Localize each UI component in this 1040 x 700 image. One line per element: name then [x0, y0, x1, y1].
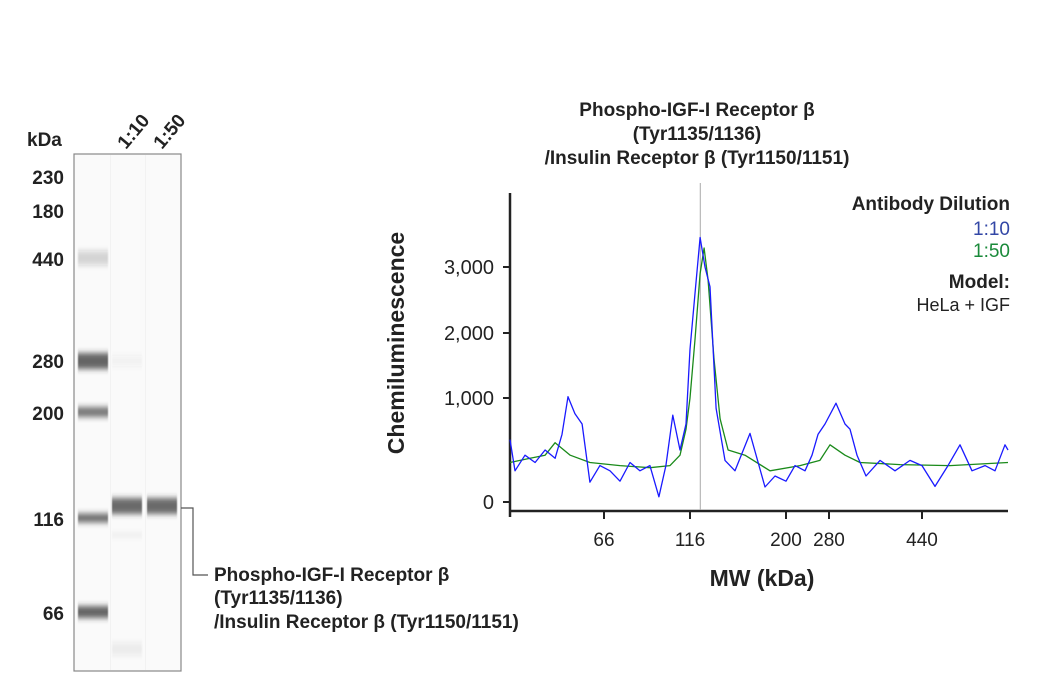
y-tick-label: 2,000: [444, 323, 494, 345]
y-axis-label: Chemiluminescence: [383, 232, 409, 454]
series-line-1-50: [509, 247, 1009, 472]
chart-panel: Phospho-IGF-I Receptor β (Tyr1135/1136) …: [383, 100, 1010, 591]
y-tick-label: 0: [483, 492, 494, 514]
legend-entry-1-50: 1:50: [973, 241, 1010, 262]
kda-label: kDa: [27, 130, 62, 151]
x-tick-label: 66: [593, 530, 614, 551]
blot-band: [78, 251, 108, 265]
y-tick-label: 3,000: [444, 257, 494, 279]
series-line-1-10: [509, 236, 1009, 498]
blot-band: [78, 513, 108, 523]
x-tick-label: 116: [675, 530, 705, 551]
blot-band: [112, 643, 142, 655]
blot-band: [78, 606, 108, 618]
annotation-connector: [181, 507, 208, 576]
annotation-line-3: /Insulin Receptor β (Tyr1150/1151): [214, 612, 519, 633]
marker-label-180: 180: [32, 202, 64, 223]
marker-label-116: 116: [33, 510, 64, 531]
blot-band: [78, 353, 108, 369]
legend-title: Antibody Dilution: [852, 194, 1010, 215]
blot-band: [78, 407, 108, 417]
marker-label-280: 280: [32, 352, 64, 373]
blot-band: [112, 498, 142, 514]
annotation-line-1: Phospho-IGF-I Receptor β: [214, 565, 449, 586]
x-tick-label: 280: [813, 530, 845, 551]
blot-band: [112, 533, 142, 537]
y-tick-label: 1,000: [444, 388, 494, 410]
marker-label-200: 200: [32, 404, 64, 425]
x-tick-label: 440: [906, 530, 938, 551]
marker-label-66: 66: [43, 604, 64, 625]
chart-title-line-1: Phospho-IGF-I Receptor β: [579, 100, 814, 121]
lane-label-2: 1:50: [150, 111, 191, 154]
legend-entry-1-10: 1:10: [973, 219, 1010, 240]
lane-label-1: 1:10: [114, 111, 155, 154]
model-label: Model:: [949, 272, 1010, 293]
x-axis-label: MW (kDa): [710, 565, 815, 591]
annotation-line-2: (Tyr1135/1136): [214, 588, 343, 609]
chart-title-line-3: /Insulin Receptor β (Tyr1150/1151): [545, 148, 850, 169]
blot-panel: kDa 1:10 1:50 230 180 440 280 200 116 66 Phosp…: [27, 111, 519, 672]
model-value: HeLa + IGF: [916, 295, 1010, 315]
chart-title-line-2: (Tyr1135/1136): [633, 124, 762, 145]
blot-band: [147, 498, 177, 514]
blot-band: [112, 356, 142, 366]
marker-label-440: 440: [32, 250, 64, 271]
x-tick-label: 200: [770, 530, 802, 551]
marker-label-230: 230: [32, 168, 64, 189]
